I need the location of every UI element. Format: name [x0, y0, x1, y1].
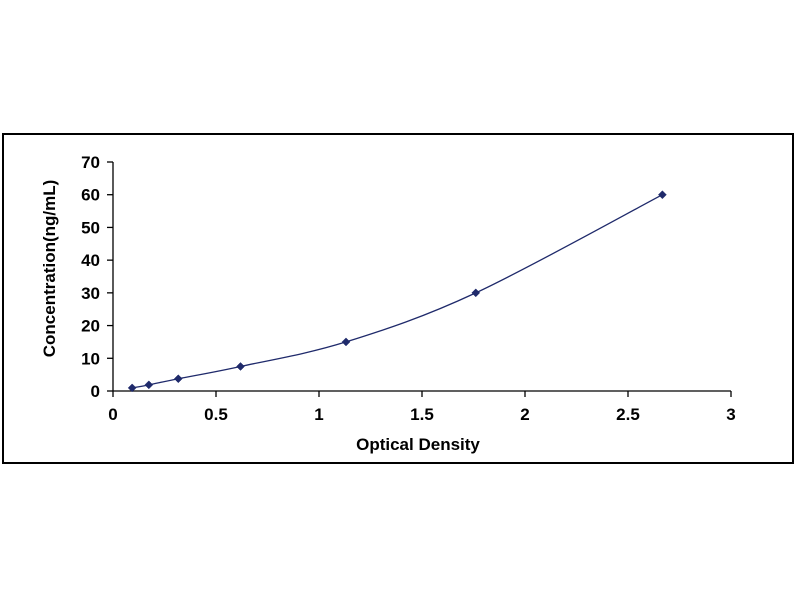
data-point-diamond [236, 362, 245, 371]
y-tick-label: 10 [81, 349, 100, 368]
y-axis-title: Concentration(ng/mL) [40, 180, 59, 358]
y-tick-label: 70 [81, 153, 100, 172]
data-point-diamond [144, 380, 154, 390]
x-tick-label: 1.5 [410, 405, 434, 424]
chart-frame [2, 133, 794, 464]
data-point-diamond [341, 337, 351, 347]
axes [107, 161, 732, 397]
y-tick-label: 60 [81, 186, 100, 205]
data-point-diamond [127, 383, 137, 393]
x-tick-label: 2 [520, 405, 529, 424]
x-tick-label: 1 [314, 405, 323, 424]
x-axis-title: Optical Density [356, 435, 480, 454]
data-points [127, 190, 667, 393]
data-point-diamond [658, 190, 667, 200]
y-tick-label: 30 [81, 284, 100, 303]
y-tick-label: 40 [81, 251, 100, 270]
x-tick-label: 0 [108, 405, 117, 424]
x-tick-label: 0.5 [204, 405, 228, 424]
x-tick-label: 2.5 [616, 405, 640, 424]
y-tick-label: 50 [81, 218, 100, 237]
x-tick-label: 3 [726, 405, 735, 424]
y-tick-label: 20 [81, 317, 100, 336]
fit-curve [132, 194, 663, 389]
data-point-diamond [471, 288, 481, 298]
data-point-diamond [173, 374, 183, 384]
y-tick-label: 0 [91, 382, 100, 401]
